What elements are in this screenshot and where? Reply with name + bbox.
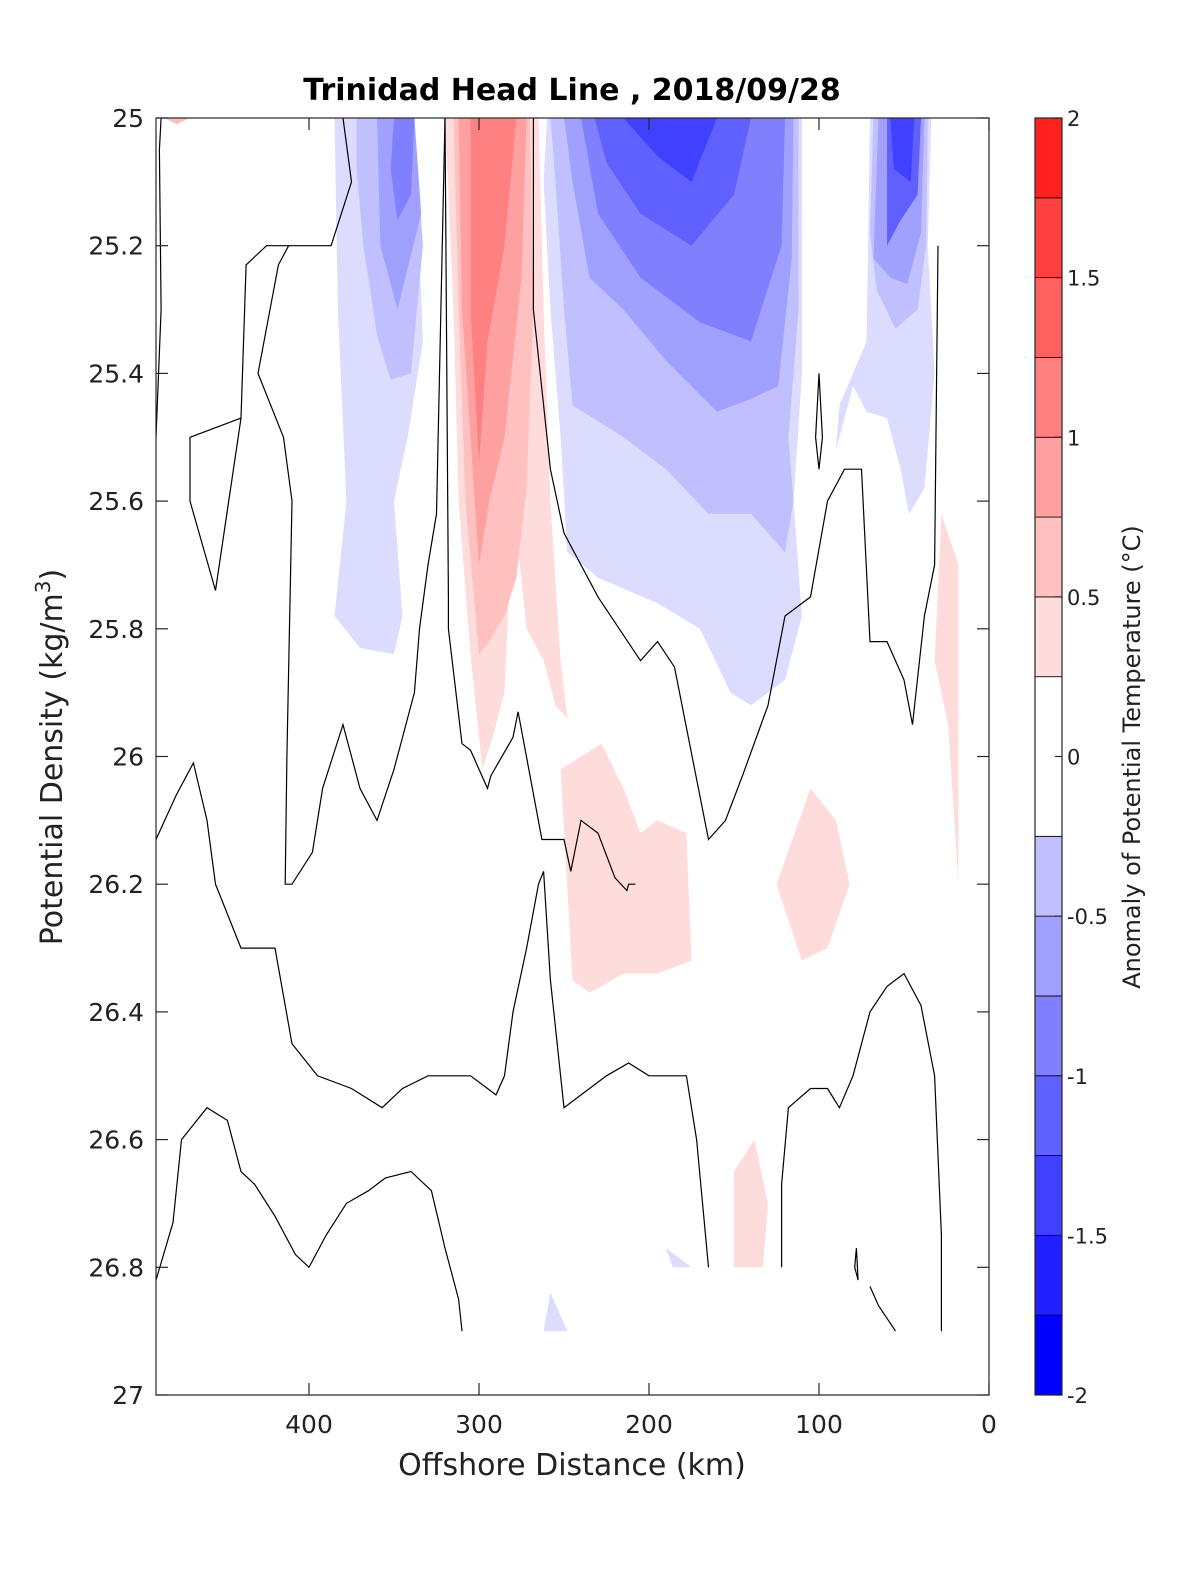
y-tick-label: 25.2 <box>88 232 144 261</box>
filled-region-3 <box>390 118 415 221</box>
x-axis-label: Offshore Distance (km) <box>398 1448 746 1483</box>
contour-line-7 <box>156 1106 463 1332</box>
colorbar-band <box>1034 1314 1063 1396</box>
colorbar-tick-label: 1.5 <box>1067 267 1100 291</box>
x-tick-label: 100 <box>795 1410 843 1439</box>
y-tick-label: 26.4 <box>88 998 144 1027</box>
y-axis-label-close: ) <box>35 569 70 581</box>
filled-region-24 <box>934 513 959 885</box>
colorbar-label: Anomaly of Potential Temperature (°C) <box>1118 525 1146 989</box>
colorbar-bands <box>1034 117 1063 1396</box>
contour-line-2 <box>444 118 636 892</box>
x-tick-label: 0 <box>981 1410 997 1439</box>
colorbar-band <box>1034 915 1063 997</box>
colorbar-tick-label: -2 <box>1067 1384 1088 1408</box>
colorbar-band <box>1034 277 1063 358</box>
y-tick-label: 25 <box>112 104 144 133</box>
contour-line-9 <box>854 1248 859 1281</box>
y-tick-label: 25.4 <box>88 359 144 388</box>
colorbar-tick-label: -0.5 <box>1067 905 1108 929</box>
colorbar-band <box>1034 995 1063 1077</box>
filled-region-15 <box>666 1248 692 1268</box>
colorbar-band <box>1034 1155 1063 1236</box>
colorbar-tick-label: 0.5 <box>1067 586 1100 610</box>
colorbar-band <box>1034 516 1063 598</box>
colorbar-band <box>1034 197 1063 279</box>
filled-region-14 <box>890 118 915 182</box>
colorbar-band <box>1034 835 1063 917</box>
colorbar-band <box>1034 117 1063 199</box>
filled-region-21 <box>560 743 692 993</box>
y-axis-label: Potential Density (kg/m3) <box>31 569 70 945</box>
colorbar-tick-label: -1 <box>1067 1065 1088 1089</box>
colorbar-ticks: 2 1.5 1 0.5 0 -0.5 -1 -1.5 -2 <box>1055 107 1108 1408</box>
colorbar-band <box>1034 1075 1063 1156</box>
filled-region-22 <box>776 788 850 961</box>
y-tick-label: 26.6 <box>88 1126 144 1155</box>
x-tick-label: 400 <box>285 1410 333 1439</box>
contour-line-5 <box>814 373 824 470</box>
x-tick-label: 200 <box>625 1410 673 1439</box>
colorbar-band <box>1034 596 1063 678</box>
colorbar-band <box>1034 436 1063 518</box>
x-axis-ticks: 400 300 200 100 0 <box>285 118 997 1439</box>
y-tick-label: 26 <box>112 743 144 772</box>
y-tick-label: 26.2 <box>88 870 144 899</box>
colorbar-tick-label: 2 <box>1067 107 1080 131</box>
filled-region-16 <box>543 1292 568 1332</box>
colorbar-band <box>1034 357 1063 438</box>
y-tick-label: 27 <box>112 1381 144 1410</box>
y-axis-label-main: Potential Density (kg/m <box>35 593 70 945</box>
filled-contour-regions <box>164 118 959 1332</box>
filled-region-25 <box>164 118 190 125</box>
filled-region-9 <box>623 118 717 182</box>
y-axis-ticks: 25 25.2 25.4 25.6 25.8 26 26.2 26.4 26.6 26.8 27 <box>88 104 989 1410</box>
y-axis-label-superscript: 3 <box>31 580 55 593</box>
colorbar-tick-label: -1.5 <box>1067 1224 1108 1248</box>
contour-line-3 <box>257 118 446 885</box>
colorbar-tick-label: 1 <box>1067 426 1080 450</box>
colorbar-tick-label: 0 <box>1067 746 1080 770</box>
y-tick-label: 25.6 <box>88 487 144 516</box>
y-tick-label: 25.8 <box>88 615 144 644</box>
filled-region-23 <box>734 1139 768 1268</box>
contour-line-4 <box>532 118 939 841</box>
contour-line-1 <box>189 118 353 591</box>
colorbar-band <box>1034 1234 1063 1316</box>
colorbar: 2 1.5 1 0.5 0 -0.5 -1 -1.5 -2 <box>1034 107 1108 1408</box>
filled-region-20 <box>470 118 517 463</box>
contour-line-10 <box>869 1286 896 1332</box>
y-tick-label: 26.8 <box>88 1253 144 1282</box>
chart-title: Trinidad Head Line , 2018/09/28 <box>303 73 840 108</box>
plot-area: 400 300 200 100 0 25 25.2 25.4 25.6 25.8 26 26.2 26… <box>88 104 997 1439</box>
contour-line-6 <box>156 761 710 1268</box>
contour-line-8 <box>780 972 943 1332</box>
x-tick-label: 300 <box>455 1410 503 1439</box>
filled-region-8 <box>594 118 751 246</box>
